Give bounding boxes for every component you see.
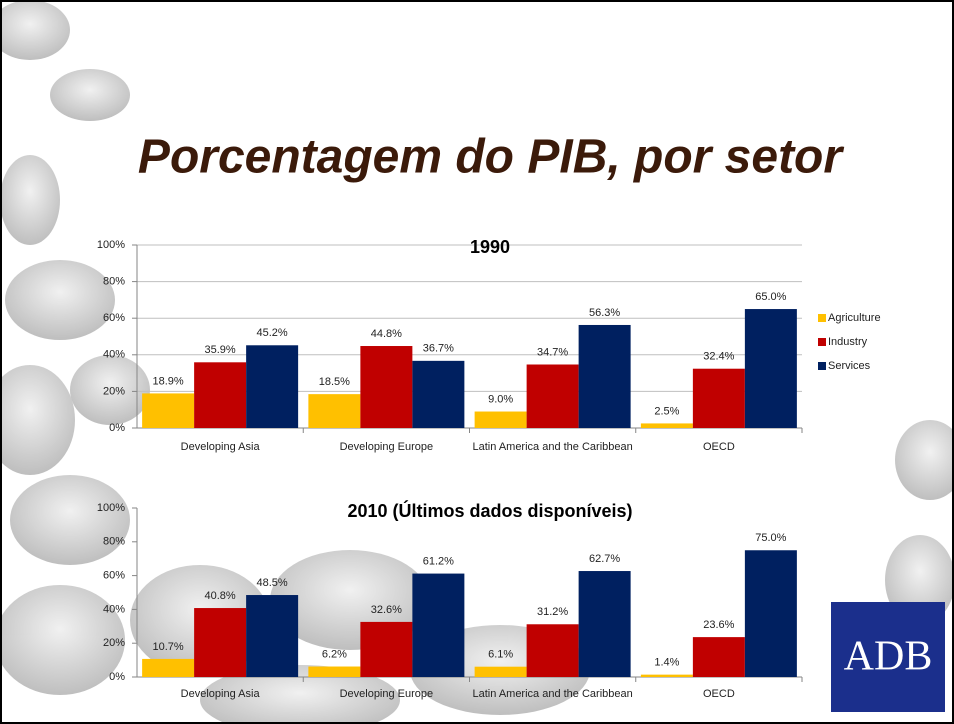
bar bbox=[579, 325, 631, 428]
data-label: 34.7% bbox=[537, 346, 568, 358]
data-label: 6.2% bbox=[322, 648, 347, 660]
x-tick-label: Latin America and the Caribbean bbox=[473, 688, 633, 700]
bar bbox=[745, 309, 797, 428]
chart-title: 1990 bbox=[470, 237, 510, 257]
data-label: 35.9% bbox=[205, 344, 236, 356]
data-label: 75.0% bbox=[755, 532, 786, 544]
data-label: 61.2% bbox=[423, 555, 454, 567]
x-tick-label: Developing Asia bbox=[181, 441, 261, 453]
bar bbox=[194, 362, 246, 428]
x-tick-label: Developing Europe bbox=[340, 441, 434, 453]
bar bbox=[194, 608, 246, 677]
legend-swatch bbox=[818, 362, 826, 370]
y-tick-label: 0% bbox=[109, 671, 125, 683]
bar bbox=[745, 550, 797, 677]
legend-label: Agriculture bbox=[828, 312, 881, 324]
logo: ADB bbox=[844, 634, 933, 680]
bar bbox=[246, 595, 298, 677]
data-label: 56.3% bbox=[589, 307, 620, 319]
y-tick-label: 20% bbox=[103, 385, 125, 397]
y-tick-label: 0% bbox=[109, 422, 125, 434]
chart-title: 2010 (Últimos dados disponíveis) bbox=[347, 500, 632, 521]
x-tick-label: OECD bbox=[703, 441, 735, 453]
slide-title: Porcentagem do PIB, por setor bbox=[138, 131, 844, 184]
bar bbox=[142, 393, 194, 428]
bar bbox=[360, 346, 412, 428]
slide: Porcentagem do PIB, por setor 0% 20% 40% 60… bbox=[0, 0, 954, 724]
y-tick-label: 20% bbox=[103, 637, 125, 649]
x-tick-label: Developing Asia bbox=[181, 688, 261, 700]
legend-swatch bbox=[818, 338, 826, 346]
bar bbox=[142, 659, 194, 677]
data-label: 48.5% bbox=[257, 577, 288, 589]
x-tick-label: Developing Europe bbox=[340, 688, 434, 700]
x-tick-label: OECD bbox=[703, 688, 735, 700]
data-label: 31.2% bbox=[537, 606, 568, 618]
bar bbox=[527, 364, 579, 428]
y-tick-label: 40% bbox=[103, 349, 125, 361]
y-tick-label: 60% bbox=[103, 312, 125, 324]
y-tick-label: 40% bbox=[103, 603, 125, 615]
data-label: 2.5% bbox=[654, 405, 679, 417]
y-tick-label: 100% bbox=[97, 502, 125, 514]
y-tick-label: 60% bbox=[103, 570, 125, 582]
data-label: 36.7% bbox=[423, 343, 454, 355]
data-label: 44.8% bbox=[371, 328, 402, 340]
data-label: 45.2% bbox=[257, 327, 288, 339]
x-tick-label: Latin America and the Caribbean bbox=[473, 441, 633, 453]
bar bbox=[475, 412, 527, 428]
bar bbox=[527, 624, 579, 677]
data-label: 32.6% bbox=[371, 604, 402, 616]
data-label: 1.4% bbox=[654, 657, 679, 669]
bar bbox=[641, 423, 693, 428]
bar bbox=[360, 622, 412, 677]
bar bbox=[641, 675, 693, 677]
data-label: 23.6% bbox=[703, 619, 734, 631]
y-tick-label: 80% bbox=[103, 276, 125, 288]
bar bbox=[246, 345, 298, 428]
data-label: 62.7% bbox=[589, 553, 620, 565]
bar bbox=[475, 667, 527, 677]
data-label: 6.1% bbox=[488, 649, 513, 661]
data-label: 9.0% bbox=[488, 393, 513, 405]
data-label: 10.7% bbox=[153, 641, 184, 653]
bar bbox=[308, 667, 360, 677]
legend-swatch bbox=[818, 314, 826, 322]
data-label: 65.0% bbox=[755, 291, 786, 303]
y-tick-label: 100% bbox=[97, 239, 125, 251]
legend-label: Services bbox=[828, 360, 871, 372]
data-label: 18.5% bbox=[319, 376, 350, 388]
bar bbox=[579, 571, 631, 677]
bar bbox=[308, 394, 360, 428]
bar bbox=[412, 574, 464, 677]
data-label: 32.4% bbox=[703, 351, 734, 363]
bar bbox=[693, 637, 745, 677]
bar bbox=[412, 361, 464, 428]
data-label: 40.8% bbox=[205, 590, 236, 602]
data-label: 18.9% bbox=[153, 375, 184, 387]
legend-label: Industry bbox=[828, 336, 868, 348]
bar bbox=[693, 369, 745, 428]
y-tick-label: 80% bbox=[103, 536, 125, 548]
